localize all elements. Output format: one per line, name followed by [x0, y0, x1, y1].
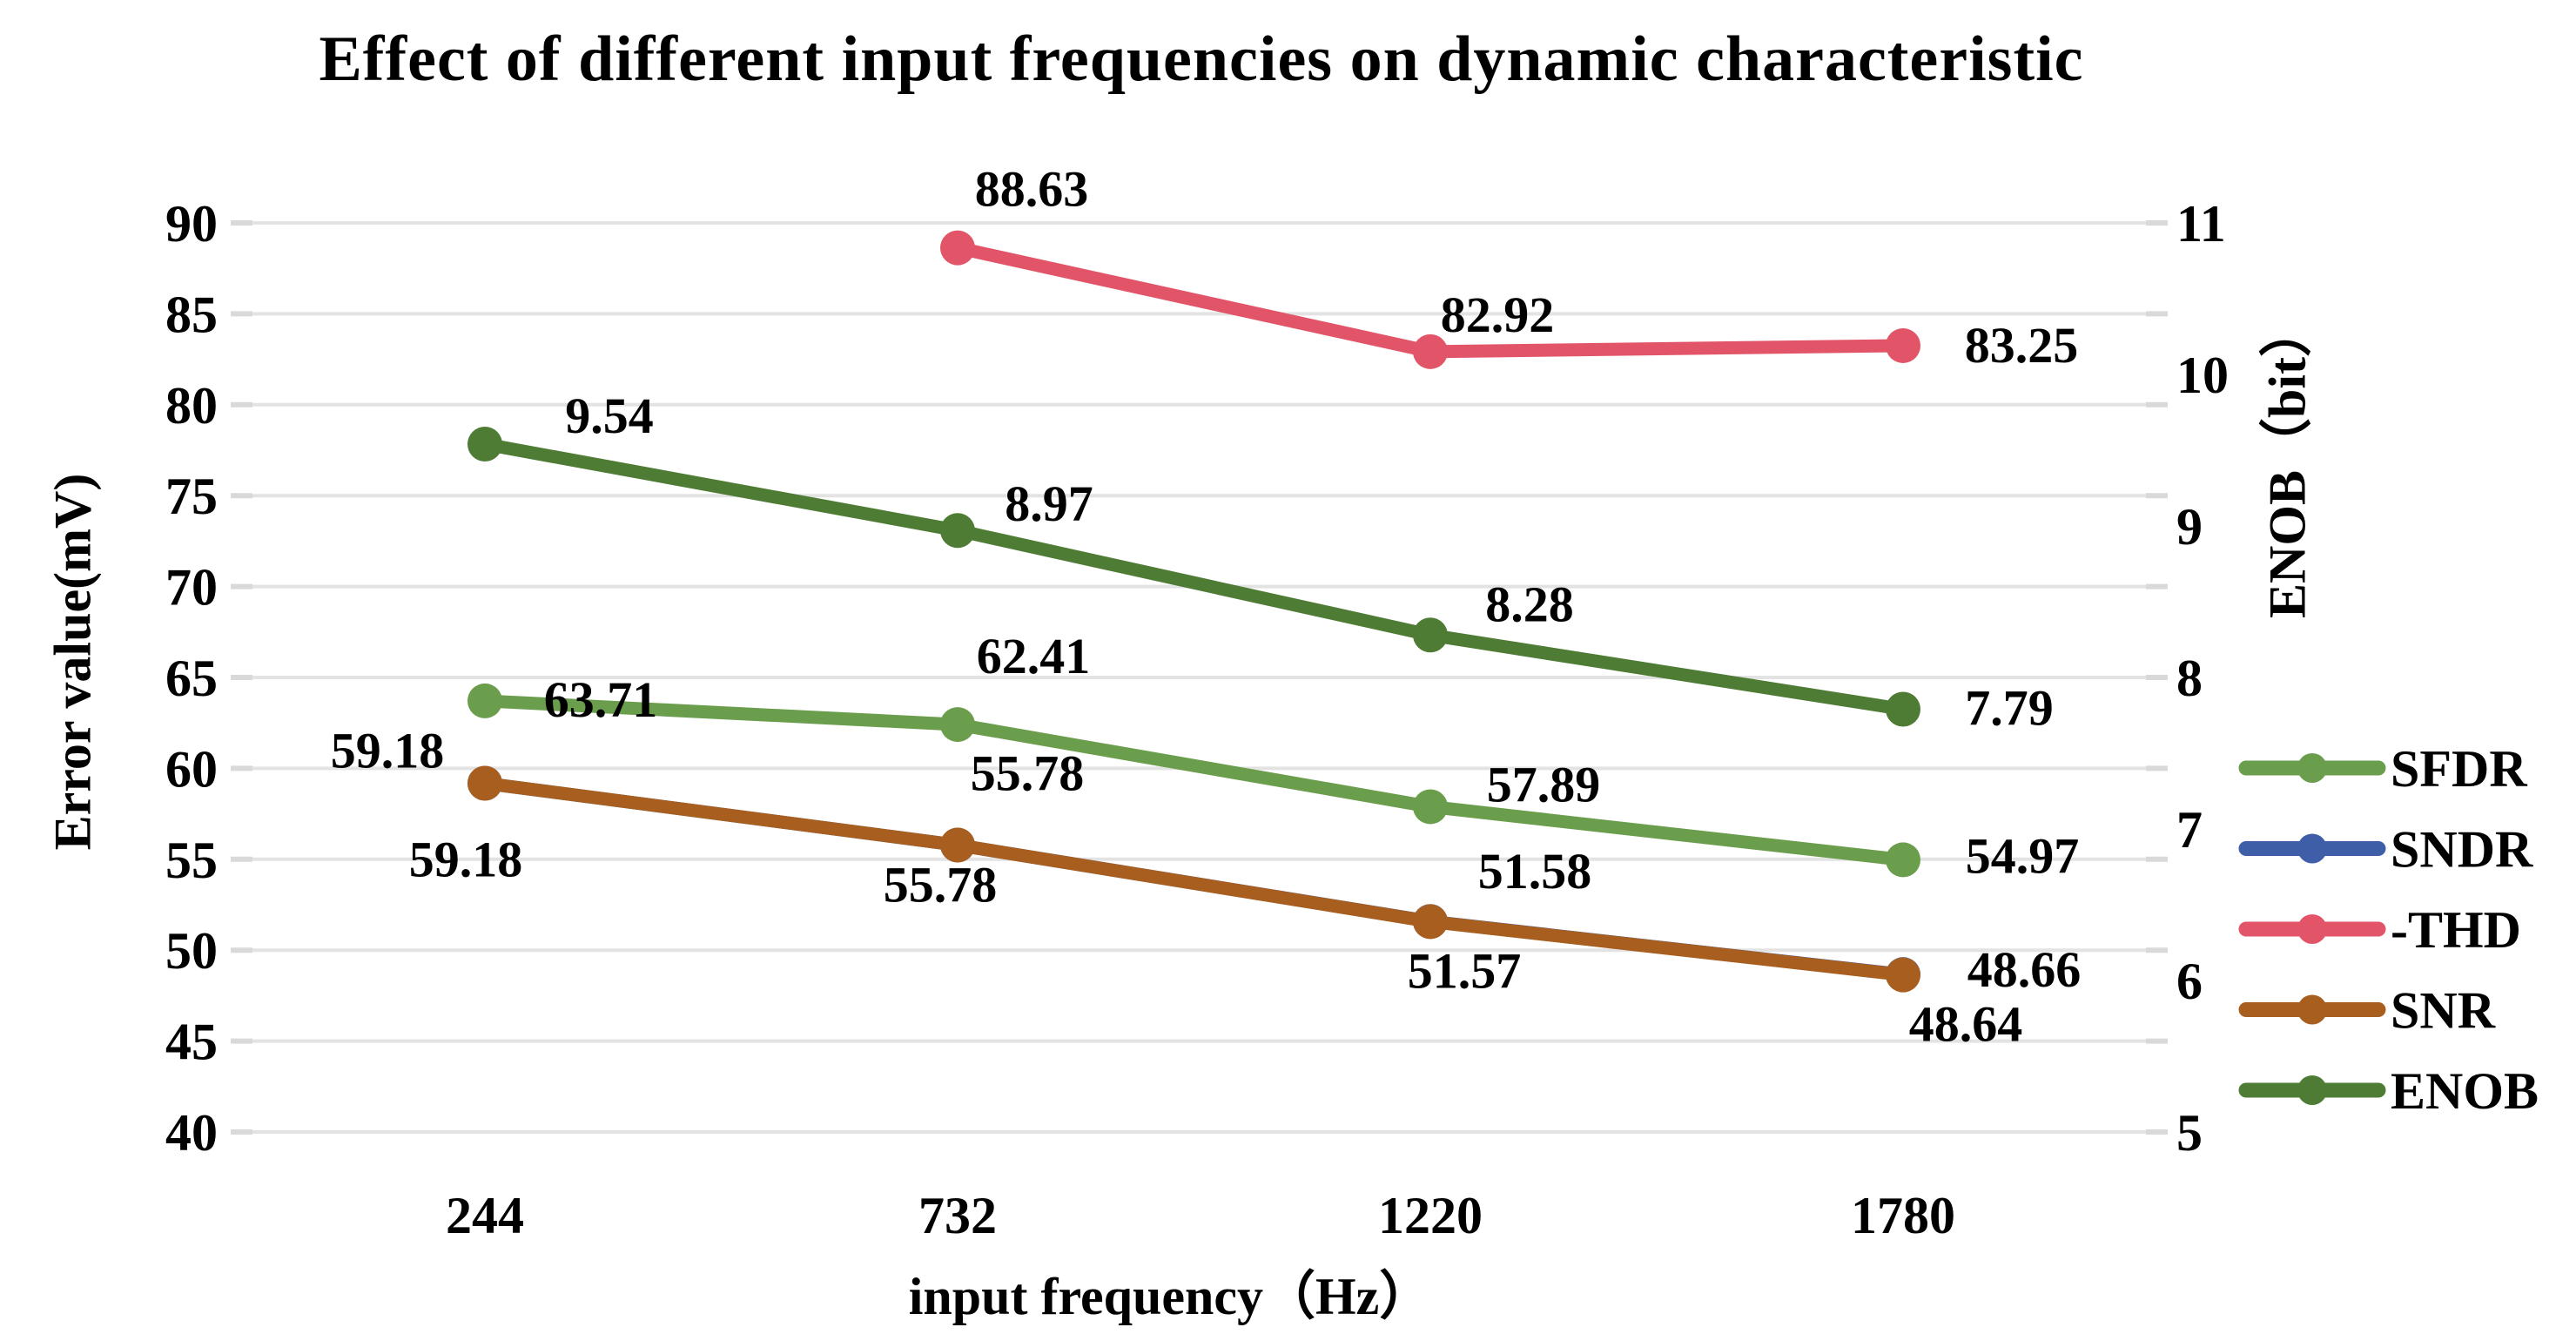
- y-right-tick-label-8: 8: [2176, 650, 2203, 707]
- data-point-SNR-732: [940, 827, 975, 863]
- data-label-SNDR-732: 55.78: [971, 745, 1085, 802]
- legend-label--THD: -THD: [2391, 901, 2521, 959]
- data-point-ENOB-1780: [1886, 691, 1920, 727]
- legend-label-SNR: SNR: [2391, 982, 2496, 1040]
- data-label-SFDR-1220: 57.89: [1487, 756, 1601, 812]
- y-left-tick-label-70: 70: [165, 559, 218, 616]
- data-label-SNDR-1780: 48.66: [1967, 941, 2082, 998]
- legend-swatch-marker-SFDR: [2297, 753, 2327, 783]
- data-label-SFDR-1780: 54.97: [1966, 827, 2080, 884]
- data-label-SNDR-1220: 51.58: [1478, 843, 1592, 899]
- y-left-tick-label-80: 80: [165, 377, 218, 435]
- y-left-tick-label-55: 55: [165, 832, 218, 889]
- x-tick-label-244: 244: [446, 1187, 524, 1244]
- data-point-SFDR-1780: [1886, 842, 1920, 878]
- data-label-ENOB-1220: 8.28: [1485, 576, 1574, 632]
- y-left-tick-label-85: 85: [165, 286, 218, 343]
- series-line-SNR: [478, 777, 1910, 982]
- y-right-tick-label-10: 10: [2176, 347, 2229, 404]
- legend-label-ENOB: ENOB: [2391, 1062, 2539, 1120]
- y-right-tick-label-9: 9: [2176, 498, 2203, 556]
- y-right-tick-label-7: 7: [2176, 801, 2203, 859]
- x-tick-label-732: 732: [918, 1187, 997, 1244]
- data-point-SNR-1220: [1413, 904, 1448, 940]
- data-point--THD-732: [940, 230, 975, 266]
- data-label-ENOB-244: 9.54: [565, 387, 654, 444]
- data-point-ENOB-244: [467, 427, 502, 462]
- y-left-tick-label-40: 40: [165, 1104, 218, 1162]
- data-label-SFDR-244: 63.71: [544, 671, 658, 728]
- y-right-tick-label-5: 5: [2176, 1104, 2203, 1162]
- data-label-SNR-732: 55.78: [884, 857, 998, 913]
- data-point-SFDR-1220: [1413, 789, 1448, 825]
- data-label-SFDR-732: 62.41: [977, 628, 1091, 684]
- data-point-SNR-1780: [1886, 957, 1920, 993]
- data-point-ENOB-732: [940, 513, 975, 549]
- y-left-tick-label-75: 75: [165, 468, 218, 525]
- data-point-SFDR-244: [467, 683, 502, 718]
- data-label-SNR-1780: 48.64: [1909, 996, 2023, 1053]
- legend-swatch-marker-ENOB: [2297, 1075, 2327, 1105]
- legend-swatch-marker-SNDR: [2297, 833, 2327, 864]
- y-left-tick-label-60: 60: [165, 740, 218, 798]
- chart-title: Effect of different input frequencies on…: [319, 24, 2084, 95]
- x-axis-title: input frequency（Hz）: [908, 1268, 1432, 1325]
- data-label-SNR-244: 59.18: [409, 832, 523, 888]
- data-label-SNDR-244: 59.18: [331, 723, 445, 779]
- data-label-SNR-1220: 51.57: [1408, 942, 1522, 999]
- legend-swatch-marker--THD: [2297, 914, 2327, 944]
- y-right-tick-label-6: 6: [2176, 953, 2203, 1010]
- y-left-tick-label-90: 90: [165, 195, 218, 253]
- series-line-ENOB: [478, 437, 1910, 717]
- data-point-SNR-244: [467, 765, 502, 801]
- legend-label-SFDR: SFDR: [2391, 740, 2527, 798]
- data-label--THD-1780: 83.25: [1965, 317, 2079, 374]
- series-line-SFDR: [478, 694, 1910, 866]
- y-left-tick-label-45: 45: [165, 1014, 218, 1071]
- data-label-ENOB-1780: 7.79: [1965, 680, 2054, 737]
- y-left-tick-label-65: 65: [165, 650, 218, 707]
- y-right-tick-label-11: 11: [2176, 195, 2226, 253]
- x-tick-label-1220: 1220: [1378, 1187, 1483, 1244]
- data-point-ENOB-1220: [1413, 617, 1448, 653]
- x-tick-label-1780: 1780: [1851, 1187, 1955, 1244]
- data-point-SFDR-732: [940, 707, 975, 743]
- data-label-ENOB-732: 8.97: [1005, 475, 1093, 532]
- y-left-tick-label-50: 50: [165, 922, 218, 980]
- data-point--THD-1220: [1413, 334, 1448, 369]
- data-label--THD-732: 88.63: [975, 161, 1089, 218]
- data-point--THD-1780: [1886, 327, 1920, 363]
- legend-swatch-marker-SNR: [2297, 994, 2327, 1025]
- data-label--THD-1220: 82.92: [1441, 286, 1555, 343]
- legend-label-SNDR: SNDR: [2391, 821, 2533, 879]
